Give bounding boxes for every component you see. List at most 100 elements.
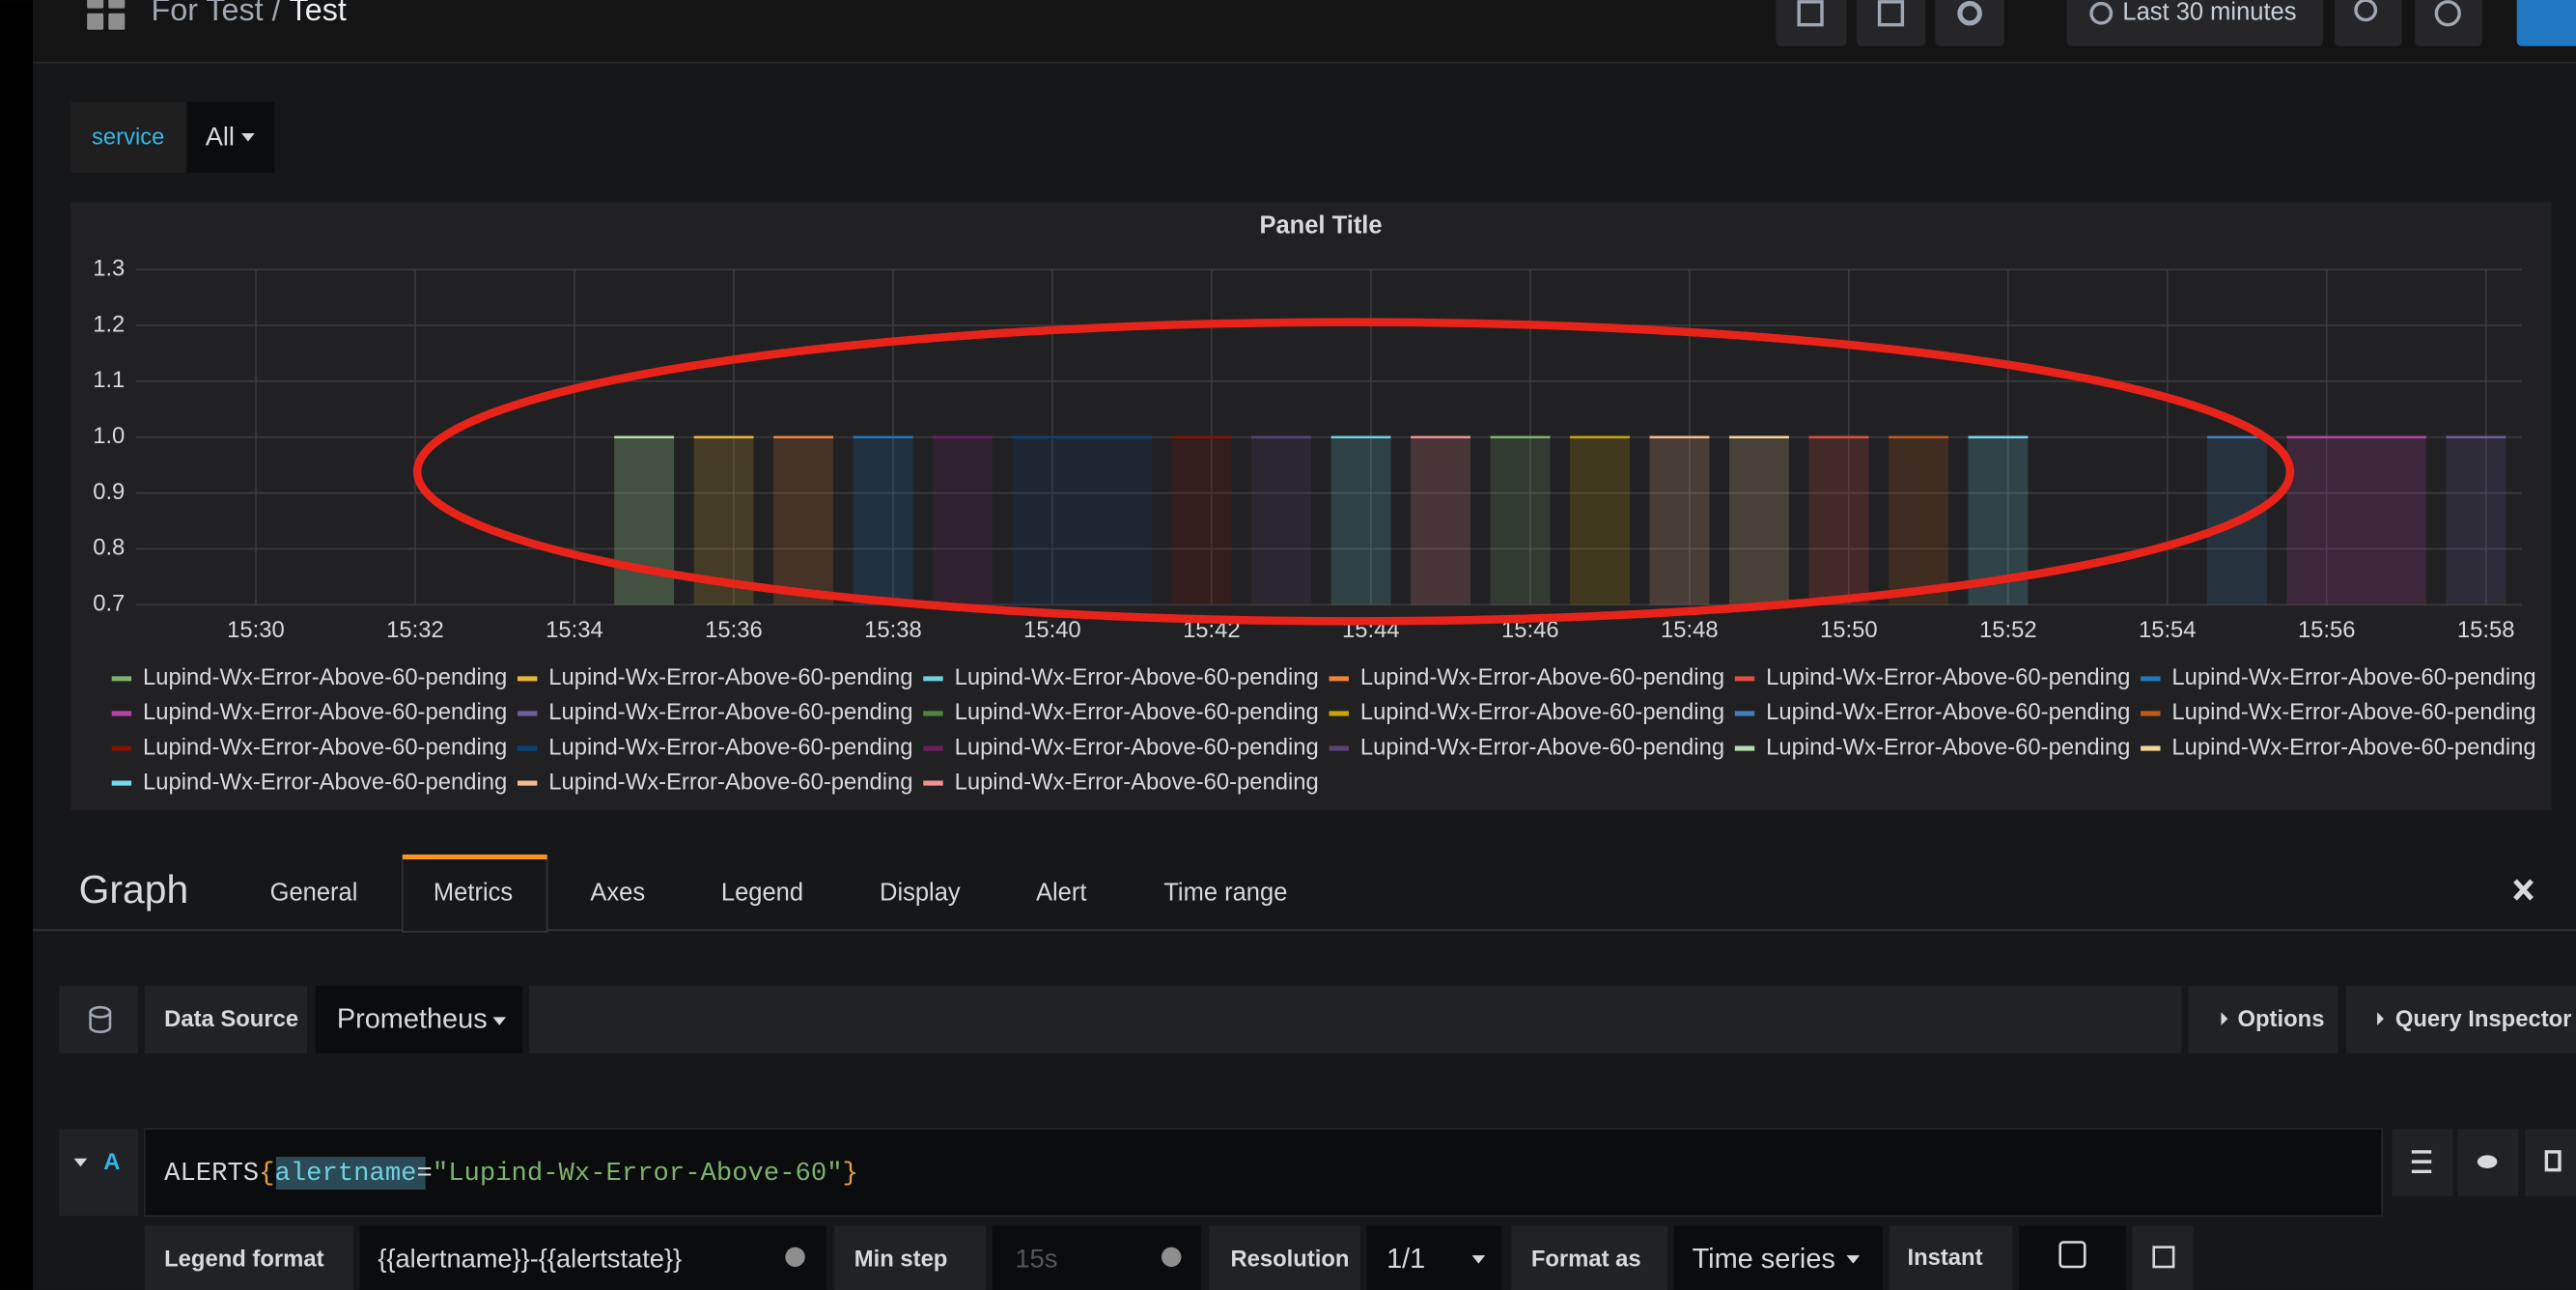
format-as-select[interactable] bbox=[1673, 1225, 1883, 1290]
share-query-button[interactable] bbox=[2132, 1225, 2194, 1290]
area bbox=[1808, 436, 1869, 605]
x-tick-label: 15:38 bbox=[864, 617, 922, 643]
sidebar bbox=[0, 0, 34, 1290]
tab[interactable]: Time range bbox=[1163, 880, 1287, 907]
query-inspector-button[interactable] bbox=[2345, 986, 2576, 1053]
caret bbox=[492, 1017, 507, 1025]
x-tick-label: 15:34 bbox=[546, 617, 603, 643]
legend-label[interactable]: Lupind-Wx-Error-Above-60-pending bbox=[548, 664, 912, 690]
separator: / bbox=[272, 0, 281, 27]
tabs: General Metrics Axes Legend Display Aler… bbox=[270, 880, 1288, 907]
y-tick-label: 1.1 bbox=[93, 367, 125, 393]
panel bbox=[70, 202, 2552, 811]
area bbox=[1490, 436, 1551, 605]
token: = bbox=[417, 1159, 433, 1189]
legend-label[interactable]: Lupind-Wx-Error-Above-60-pending bbox=[955, 734, 1319, 760]
share-button[interactable] bbox=[1776, 0, 1847, 46]
legend-label[interactable]: Lupind-Wx-Error-Above-60-pending bbox=[1360, 664, 1724, 690]
zoom-out-button[interactable] bbox=[2334, 0, 2402, 46]
time-range: Last 30 minutes bbox=[2122, 0, 2296, 25]
tab[interactable]: General bbox=[270, 880, 358, 907]
y-tick-label: 1.0 bbox=[93, 423, 125, 449]
back-button[interactable] bbox=[2516, 0, 2576, 46]
area bbox=[1330, 436, 1391, 605]
db-icon bbox=[89, 1012, 112, 1033]
legend-label[interactable]: Lupind-Wx-Error-Above-60-pending bbox=[1766, 734, 2130, 760]
legend-label[interactable]: Lupind-Wx-Error-Above-60-pending bbox=[1360, 699, 1724, 725]
nav-buttons: Last 30 minutes bbox=[1776, 0, 2576, 46]
tab[interactable]: Legend bbox=[721, 880, 803, 907]
delete-button[interactable] bbox=[2525, 1129, 2576, 1196]
legend-label[interactable]: Lupind-Wx-Error-Above-60-pending bbox=[143, 769, 507, 795]
caret bbox=[2377, 1012, 2384, 1025]
min-step-placeholder: 15s bbox=[1016, 1243, 1058, 1273]
save-icon bbox=[1877, 0, 1905, 27]
tab[interactable]: Display bbox=[880, 880, 961, 907]
legend-label[interactable]: Lupind-Wx-Error-Above-60-pending bbox=[1360, 734, 1724, 760]
collapse-caret[interactable] bbox=[73, 1158, 88, 1167]
legend-label[interactable]: Lupind-Wx-Error-Above-60-pending bbox=[548, 699, 912, 725]
data-source-select[interactable] bbox=[315, 986, 523, 1053]
area bbox=[614, 436, 675, 605]
legend-label[interactable]: Lupind-Wx-Error-Above-60-pending bbox=[143, 734, 507, 760]
folder[interactable]: For Test bbox=[152, 0, 264, 27]
query-inspector: Query Inspector bbox=[2395, 1006, 2572, 1032]
tab[interactable]: Alert bbox=[1036, 880, 1086, 907]
label-box bbox=[1889, 1225, 2013, 1290]
query-header bbox=[59, 1129, 138, 1217]
legend-label[interactable]: Lupind-Wx-Error-Above-60-pending bbox=[1766, 664, 2130, 690]
active-tab[interactable] bbox=[402, 855, 548, 933]
query-editor[interactable] bbox=[143, 1128, 2384, 1218]
label-box bbox=[144, 986, 308, 1053]
ref-id: A bbox=[103, 1149, 120, 1175]
legend-label[interactable]: Lupind-Wx-Error-Above-60-pending bbox=[2171, 699, 2535, 725]
data-source: Prometheus bbox=[337, 1003, 488, 1034]
variable-value: All bbox=[206, 121, 235, 151]
legend-label[interactable]: Lupind-Wx-Error-Above-60-pending bbox=[143, 699, 507, 725]
save-button[interactable] bbox=[1856, 0, 1926, 46]
share-icon bbox=[2152, 1246, 2175, 1269]
legend-format-input[interactable] bbox=[359, 1225, 826, 1290]
legend-format: {{alertname}}-{{alertstate}} bbox=[378, 1243, 682, 1273]
x-tick-label: 15:50 bbox=[1820, 617, 1878, 643]
instant-label: Instant bbox=[1907, 1245, 1982, 1271]
legend-label[interactable]: Lupind-Wx-Error-Above-60-pending bbox=[2171, 664, 2535, 690]
query-expr: ALERTS{alertname="Lupind-Wx-Error-Above-… bbox=[164, 1159, 858, 1189]
graph: 0.7 0.8 0.9 1.0 1.1 1.2 1.3 15:30 15:32 15:34 15:3… bbox=[93, 255, 2522, 643]
tab[interactable]: Metrics bbox=[434, 880, 513, 907]
area bbox=[1171, 436, 1232, 605]
close-button[interactable] bbox=[2513, 879, 2534, 901]
area bbox=[1570, 436, 1630, 605]
caret bbox=[241, 132, 255, 142]
legend-label[interactable]: Lupind-Wx-Error-Above-60-pending bbox=[548, 769, 912, 795]
x-tick-label: 15:32 bbox=[386, 617, 444, 643]
variable-select[interactable] bbox=[186, 101, 275, 173]
instant-checkbox[interactable] bbox=[2058, 1241, 2086, 1269]
dashboard-icon[interactable] bbox=[87, 0, 126, 30]
options-button[interactable] bbox=[2188, 986, 2338, 1053]
time-picker[interactable] bbox=[2066, 0, 2323, 46]
legend-label[interactable]: Lupind-Wx-Error-Above-60-pending bbox=[2171, 734, 2535, 760]
legend-label[interactable]: Lupind-Wx-Error-Above-60-pending bbox=[143, 664, 507, 690]
area bbox=[1649, 436, 1710, 605]
label-box bbox=[1209, 1225, 1360, 1290]
gear-icon bbox=[1957, 1, 1982, 26]
legend-label[interactable]: Lupind-Wx-Error-Above-60-pending bbox=[1766, 699, 2130, 725]
legend-label[interactable]: Lupind-Wx-Error-Above-60-pending bbox=[548, 734, 912, 760]
panel-title: Panel Title bbox=[1259, 212, 1382, 239]
tab[interactable]: Axes bbox=[590, 880, 645, 907]
min-step-label: Min step bbox=[854, 1247, 948, 1273]
options: Options bbox=[2237, 1006, 2324, 1032]
legend-label[interactable]: Lupind-Wx-Error-Above-60-pending bbox=[955, 699, 1319, 725]
legend-label[interactable]: Lupind-Wx-Error-Above-60-pending bbox=[955, 769, 1319, 795]
area bbox=[933, 436, 994, 605]
refresh-button[interactable] bbox=[2415, 0, 2483, 46]
refresh-icon bbox=[2434, 0, 2461, 27]
x-tick-label: 15:56 bbox=[2298, 617, 2356, 643]
breadcrumb[interactable]: For Test / Test bbox=[152, 0, 347, 27]
dashboard-name[interactable]: Test bbox=[290, 0, 347, 27]
legend-label[interactable]: Lupind-Wx-Error-Above-60-pending bbox=[955, 664, 1319, 690]
token: alertname bbox=[275, 1159, 417, 1189]
x-tick-label: 15:36 bbox=[705, 617, 763, 643]
active-tab-accent bbox=[402, 854, 547, 860]
